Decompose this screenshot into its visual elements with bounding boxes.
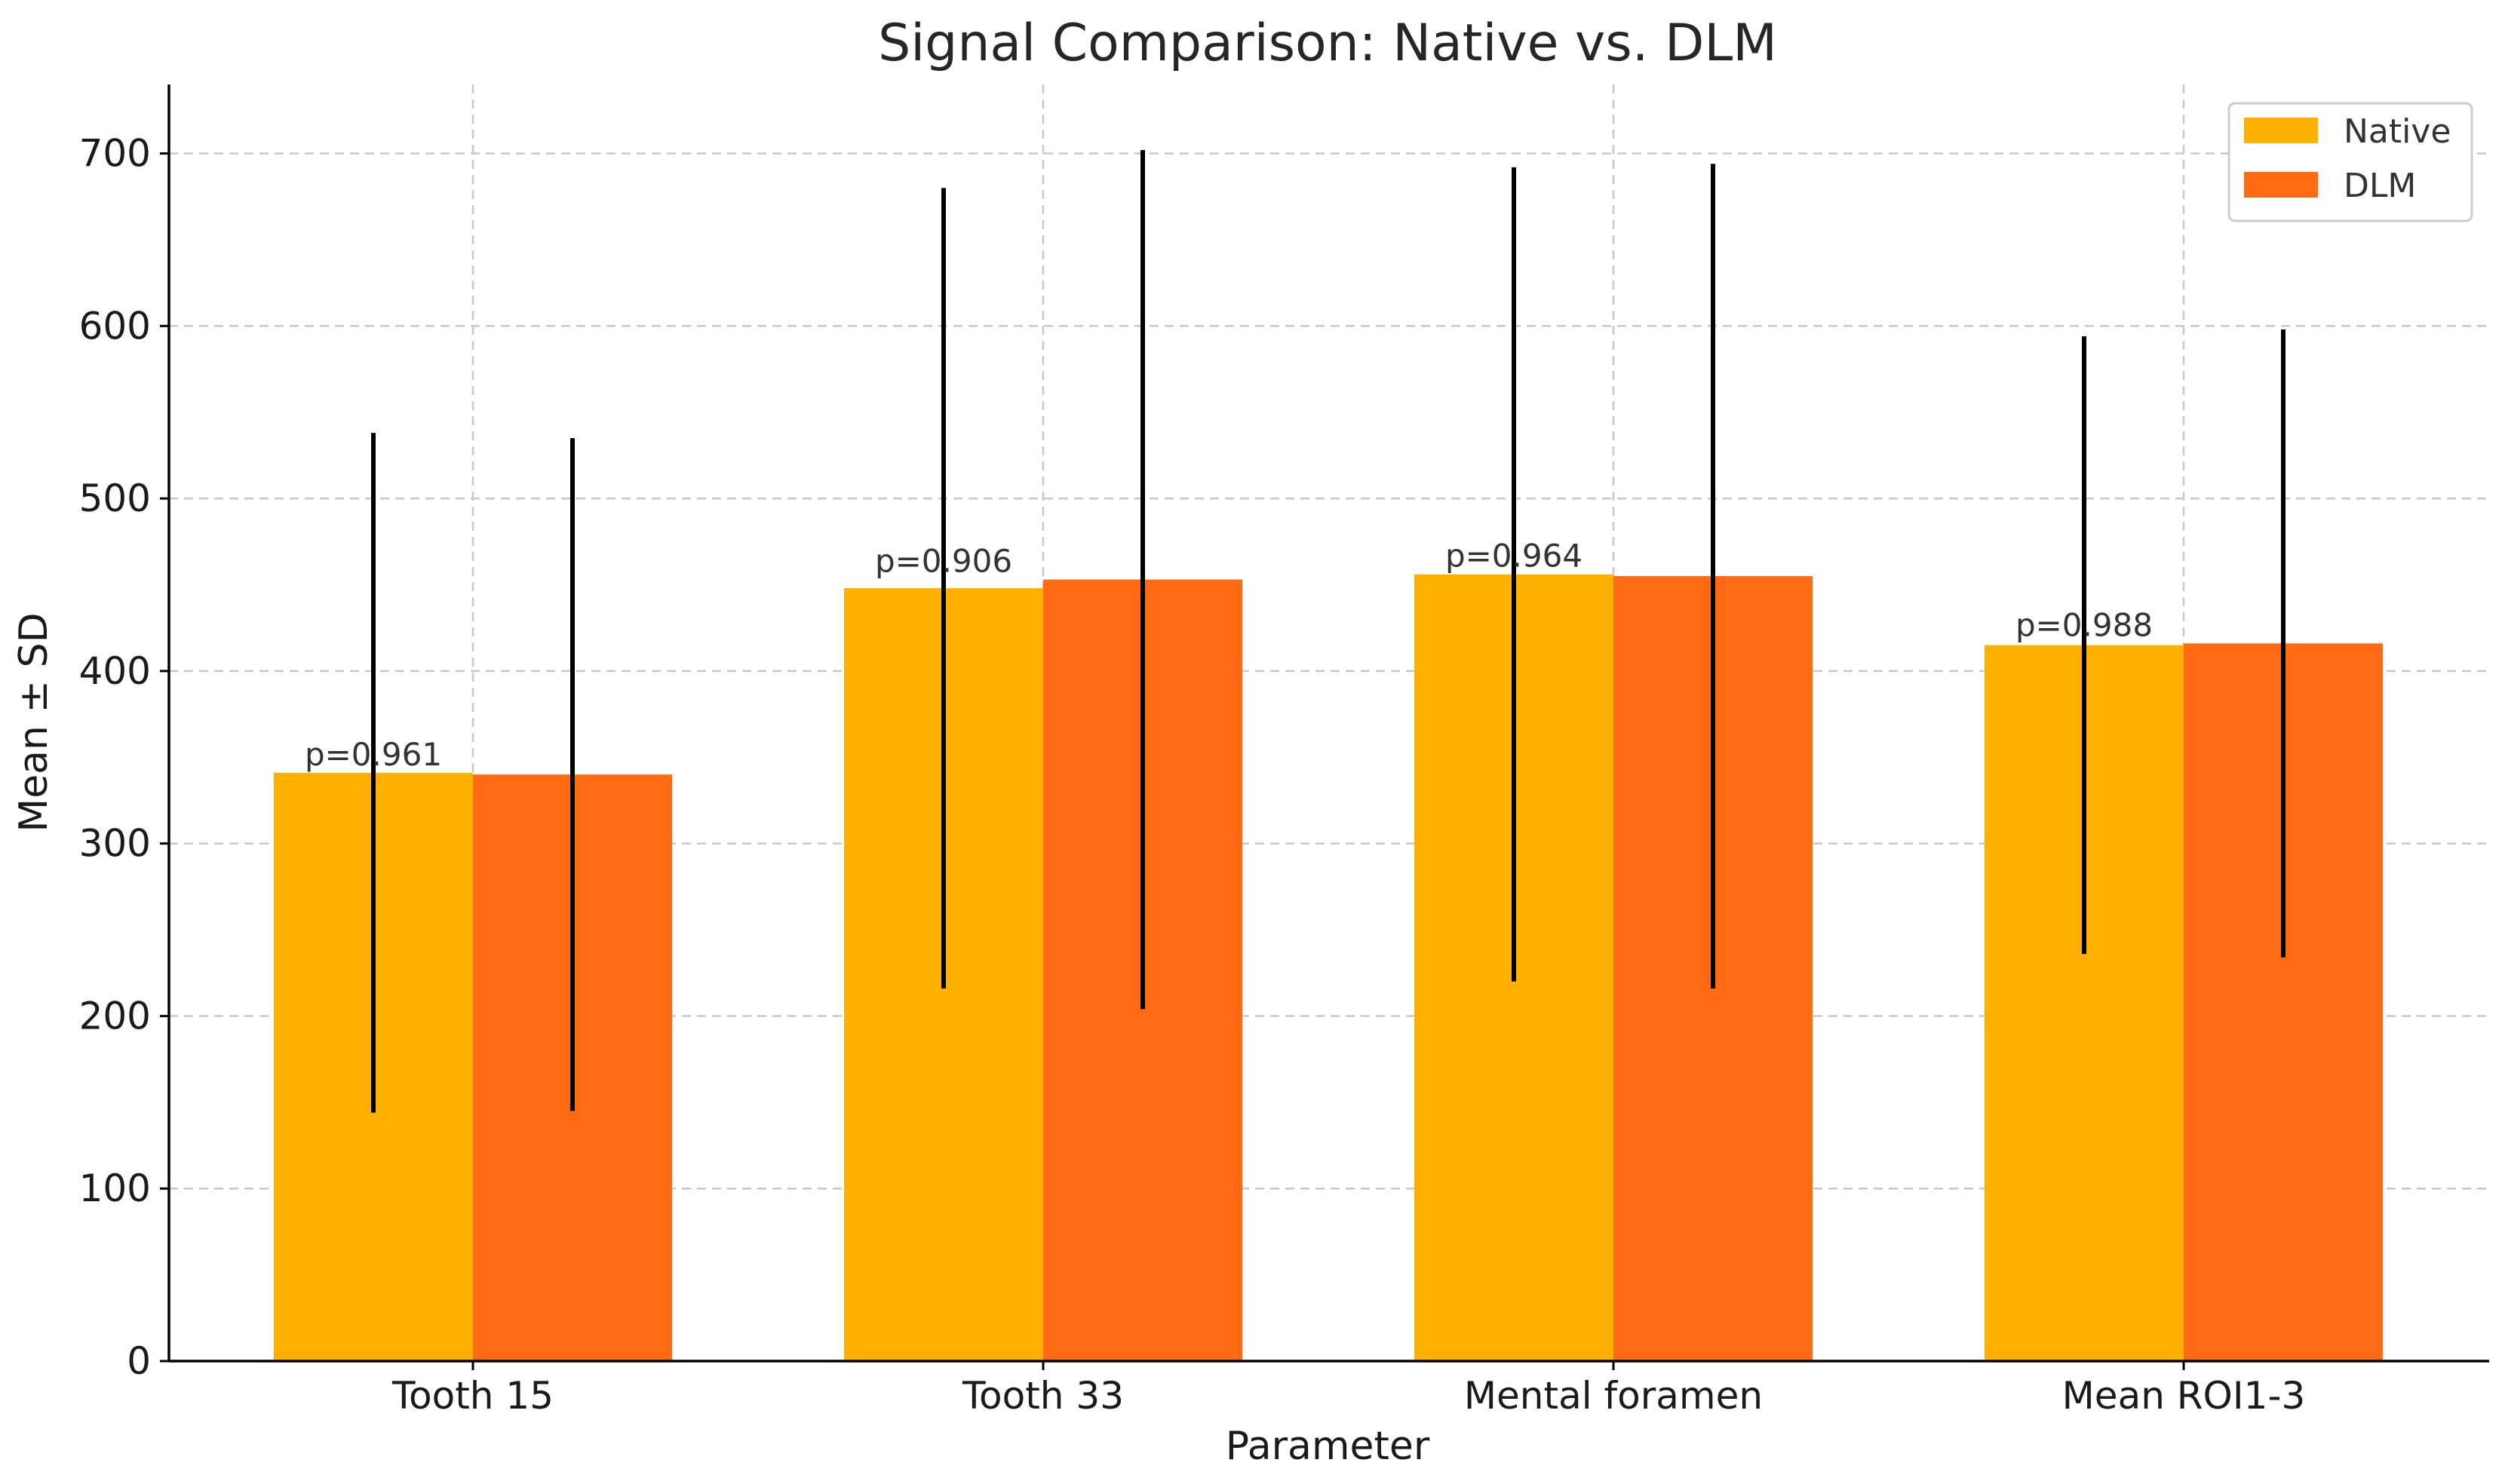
chart-title: Signal Comparison: Native vs. DLM <box>878 14 1777 73</box>
p-value-label: p=0.964 <box>1445 538 1583 575</box>
legend-label-native: Native <box>2344 112 2451 151</box>
p-value-label: p=0.961 <box>305 736 442 773</box>
x-tick-label: Mental foramen <box>1464 1374 1763 1418</box>
p-value-label: p=0.988 <box>2015 606 2153 643</box>
y-axis-label: Mean ± SD <box>11 612 57 832</box>
y-tick-label: 700 <box>79 132 151 176</box>
x-tick-label: Tooth 33 <box>962 1374 1124 1418</box>
annotation-layer: p=0.961 p=0.906 p=0.964 p=0.988 <box>305 538 2153 773</box>
y-tick-label: 500 <box>79 477 151 520</box>
y-tick-label: 600 <box>79 304 151 348</box>
legend-swatch-native <box>2244 118 2318 143</box>
y-tick-label: 200 <box>79 994 151 1038</box>
legend-label-dlm: DLM <box>2344 167 2416 205</box>
p-value-label: p=0.906 <box>875 543 1012 580</box>
tick-layer: 0 100 200 300 400 500 600 700 Tooth 15 Tooth 33 Me… <box>79 132 2306 1418</box>
x-axis-label: Parameter <box>1226 1424 1430 1469</box>
x-tick-label: Tooth 15 <box>391 1374 554 1418</box>
legend-swatch-dlm <box>2244 172 2318 198</box>
y-tick-label: 300 <box>79 822 151 866</box>
error-bar-layer <box>371 149 2286 1113</box>
y-tick-label: 400 <box>79 649 151 693</box>
axis-layer <box>167 84 2489 1363</box>
y-tick-label: 0 <box>127 1339 151 1383</box>
legend: Native DLM <box>2227 102 2473 222</box>
x-tick-label: Mean ROI1-3 <box>2062 1374 2306 1418</box>
y-tick-label: 100 <box>79 1167 151 1210</box>
